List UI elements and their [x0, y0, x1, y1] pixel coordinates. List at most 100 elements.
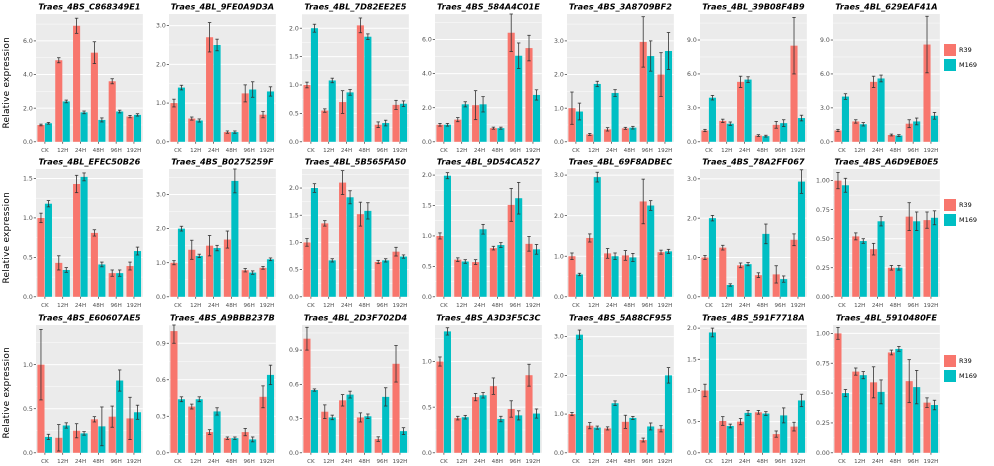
legend-label: M169 [959, 61, 978, 69]
x-axis-tick-label: 24H [739, 458, 750, 464]
x-axis-tick-label: 192H [525, 148, 540, 154]
y-axis-tick-label: 1.0 [156, 260, 166, 267]
chart-panel-21: 0.00 0.25 0.50 0.75 1.00 CK 12H 24H 48H 96H 192H Tr… [816, 312, 941, 464]
y-axis-tick-label: 1.0 [23, 215, 33, 222]
bar-m169-96h [647, 426, 655, 453]
bar-r39-24h [73, 430, 81, 453]
y-axis-tick-label: 1.0 [156, 100, 166, 107]
bar-m169-12h [62, 270, 70, 298]
bar-m169-24h [213, 44, 221, 142]
bar-m169-192h [266, 259, 274, 298]
y-axis-tick-label: 0.75 [816, 360, 830, 367]
x-axis-tick-label: 12H [323, 148, 334, 154]
bar-r39-24h [73, 25, 81, 142]
x-axis-tick-label: 96H [376, 148, 387, 154]
bar-m169-ck [310, 28, 318, 142]
bar-r39-24h [604, 427, 612, 453]
x-axis-tick-label: 96H [642, 458, 653, 464]
x-axis-tick-label: CK [573, 303, 581, 309]
bar-r39-ck [37, 218, 45, 298]
x-axis-tick-label: CK [573, 458, 581, 464]
x-axis-tick-label: 12H [854, 303, 865, 309]
y-axis-tick-label: 0.5 [23, 255, 33, 262]
y-axis-tick-label: 0.0 [289, 294, 299, 301]
x-axis-tick-label: 96H [110, 148, 121, 154]
x-axis-tick-label: 192H [658, 148, 673, 154]
x-axis-tick-label: 192H [658, 303, 673, 309]
x-axis-tick-label: 96H [376, 458, 387, 464]
panel-plot-area [36, 13, 143, 142]
bar-r39-48h [888, 352, 896, 453]
bar-m169-96h [913, 386, 921, 453]
y-axis-tick-label: 0.0 [156, 139, 166, 146]
y-axis-tick-label: 1.00 [816, 330, 830, 337]
bar-r39-192h [259, 396, 267, 453]
y-axis-tick-label: 9.0 [820, 37, 830, 44]
bar-m169-96h [381, 123, 389, 142]
legend-item-m169: M169 [944, 59, 994, 71]
chart-panel-9: 0.0 1.0 2.0 3.0 CK 12H 24H 48H 96H 192H Traes_4BS_… [156, 157, 276, 309]
y-axis-tick-label: 1.0 [23, 361, 33, 368]
x-axis-tick-label: 48H [757, 303, 768, 309]
bar-m169-96h [647, 56, 655, 142]
bar-r39-12h [719, 120, 727, 142]
bar-r39-96h [241, 431, 249, 453]
bar-r39-192h [392, 363, 400, 453]
x-axis-tick-label: 12H [57, 148, 68, 154]
bar-r39-96h [905, 380, 913, 453]
x-axis-tick-label: 192H [924, 148, 939, 154]
bar-r39-96h [640, 439, 648, 453]
x-axis-tick-label: 48H [624, 148, 635, 154]
x-axis-tick-label: CK [307, 148, 315, 154]
y-axis-tick-label: 0.0 [23, 139, 33, 146]
bar-r39-192h [657, 252, 665, 298]
x-axis-tick-label: 96H [509, 148, 520, 154]
legend-swatch-m169 [944, 214, 957, 227]
bar-r39-24h [737, 265, 745, 298]
bar-r39-48h [223, 437, 231, 453]
bar-m169-48h [762, 413, 770, 453]
y-axis-tick-label: 2.0 [156, 226, 166, 233]
y-axis-tick-label: 0.25 [816, 265, 830, 272]
x-axis-tick-label: 12H [589, 458, 600, 464]
legend-item-m169: M169 [944, 369, 994, 382]
chart-panel-7: 0.0 3.0 6.0 9.0 CK 12H 24H 48H 96H 192H Traes_4BL_… [820, 1, 941, 154]
bar-r39-12h [586, 134, 594, 142]
bar-r39-48h [622, 128, 630, 142]
bar-m169-48h [895, 268, 903, 298]
bar-m169-192h [665, 374, 673, 453]
bar-r39-12h [852, 371, 860, 453]
x-axis-tick-label: 24H [606, 458, 617, 464]
legend-swatch-m169 [944, 369, 957, 382]
bar-m169-48h [762, 136, 770, 142]
x-axis-tick-label: CK [838, 458, 846, 464]
bar-r39-24h [205, 245, 213, 298]
bar-r39-12h [453, 417, 461, 453]
bar-m169-192h [532, 249, 540, 298]
bar-m169-192h [798, 118, 806, 142]
panel-title: Traes_4BL_5910480FE [836, 312, 937, 322]
bar-m169-ck [842, 392, 850, 453]
bar-r39-96h [772, 274, 781, 298]
x-axis-tick-label: 24H [872, 458, 883, 464]
panel-title: Traes_4BS_E60607AE5 [38, 312, 141, 322]
y-axis-tick-label: 0.25 [816, 420, 830, 427]
bar-m169-12h [859, 374, 867, 453]
y-axis-tick-label: 3.0 [687, 105, 697, 112]
x-axis-tick-label: 12H [589, 303, 600, 309]
legend: R39 M169 [944, 155, 994, 310]
y-axis-tick-label: 1.0 [687, 255, 697, 262]
bar-m169-192h [931, 115, 939, 142]
x-axis-tick-label: 12H [323, 458, 334, 464]
bar-r39-48h [223, 132, 231, 142]
bar-r39-192h [259, 114, 267, 142]
chart-panel-5: 0.0 1.0 2.0 3.0 CK 12H 24H 48H 96H 192H Traes_4BS_… [554, 1, 675, 154]
bar-r39-48h [90, 52, 98, 142]
bar-r39-96h [507, 205, 515, 298]
bar-r39-192h [392, 104, 400, 142]
bar-m169-24h [213, 248, 221, 298]
x-axis-tick-label: 24H [606, 303, 617, 309]
x-axis-tick-label: 12H [57, 458, 68, 464]
x-axis-tick-label: 12H [456, 148, 467, 154]
bar-r39-96h [905, 123, 913, 142]
